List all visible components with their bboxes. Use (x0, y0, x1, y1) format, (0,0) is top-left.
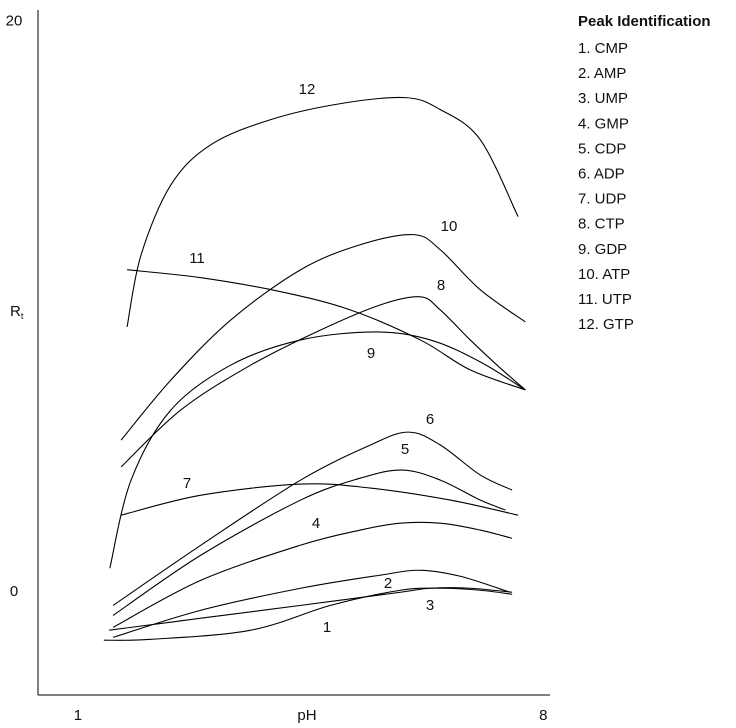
legend-entry: 5. CDP (578, 140, 626, 157)
curve (126, 96, 519, 327)
x-axis-label: pH (297, 707, 316, 724)
legend-entry: 1. CMP (578, 40, 628, 57)
legend-entry: 7. UDP (578, 191, 626, 208)
legend-entry: 8. CTP (578, 216, 625, 233)
legend-entry: 4. GMP (578, 115, 629, 132)
legend-entry: 10. ATP (578, 266, 630, 283)
curve-label: 2 (384, 575, 392, 592)
curve (127, 269, 526, 391)
curve-label: 5 (401, 441, 409, 458)
y-axis-label: Rt (10, 303, 24, 321)
legend-entry: 11. UTP (578, 291, 632, 308)
y-axis-label-subscript: t (21, 311, 24, 321)
curve (120, 483, 519, 516)
y-tick-label: 20 (6, 12, 23, 29)
curve (112, 431, 513, 606)
curve-label: 7 (183, 475, 191, 492)
curve-label: 12 (299, 81, 316, 98)
y-axis-label-main: R (10, 303, 21, 320)
legend-entry: 9. GDP (578, 241, 627, 258)
legend-entry: 6. ADP (578, 165, 625, 182)
curve-label: 8 (437, 277, 445, 294)
curve (112, 569, 511, 638)
curve-label: 3 (426, 597, 434, 614)
curve (120, 234, 526, 441)
legend-entry: 12. GTP (578, 316, 634, 333)
x-tick-label: 8 (539, 707, 547, 724)
curve-label: 1 (323, 619, 331, 636)
curve (112, 521, 513, 628)
curve (112, 469, 506, 616)
curve (109, 587, 513, 631)
curve-label: 10 (441, 218, 458, 235)
legend-entry: 3. UMP (578, 90, 628, 107)
y-tick-label: 0 (10, 583, 18, 600)
curve-label: 4 (312, 515, 320, 532)
curve (103, 587, 513, 641)
x-tick-label: 1 (74, 707, 82, 724)
curve-label: 6 (426, 411, 434, 428)
curve (109, 331, 526, 569)
curve-label: 9 (367, 345, 375, 362)
curve (120, 296, 526, 468)
curve-label: 11 (189, 250, 205, 267)
legend-title: Peak Identification (578, 13, 711, 30)
legend-entry: 2. AMP (578, 65, 626, 82)
